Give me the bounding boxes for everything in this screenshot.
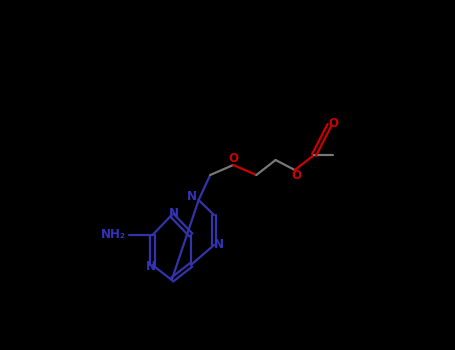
- Text: NH₂: NH₂: [101, 229, 126, 241]
- Text: N: N: [187, 190, 197, 203]
- Text: N: N: [146, 260, 156, 273]
- Text: O: O: [228, 152, 238, 165]
- Text: O: O: [328, 117, 338, 130]
- Text: N: N: [214, 238, 224, 252]
- Text: N: N: [168, 207, 178, 220]
- Text: O: O: [292, 169, 302, 182]
